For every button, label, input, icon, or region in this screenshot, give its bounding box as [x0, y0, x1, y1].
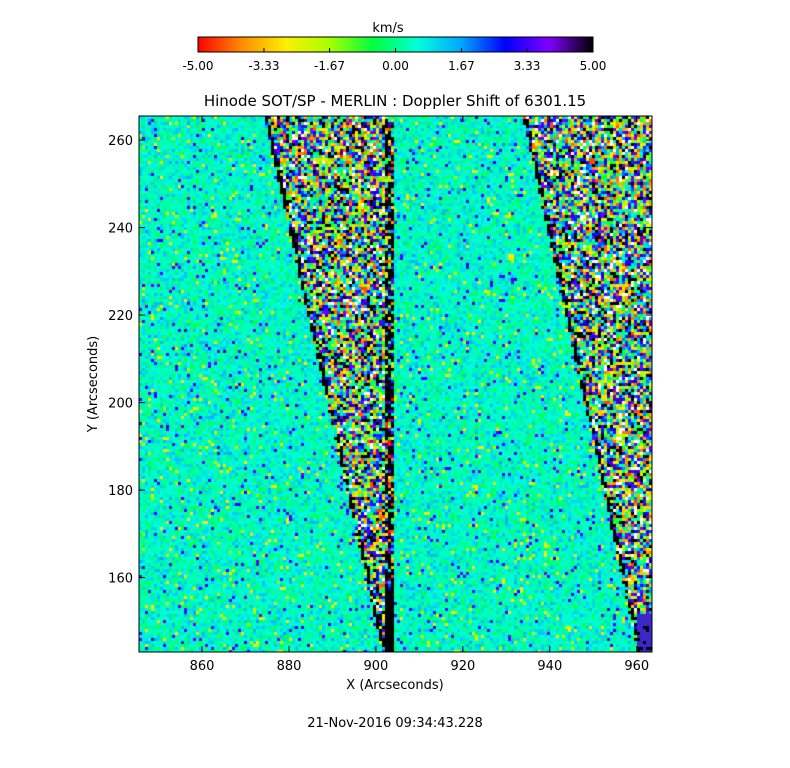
x-tick-label: 880	[277, 659, 302, 674]
x-tick-label: 960	[624, 659, 649, 674]
x-tick-label: 920	[450, 659, 475, 674]
plot-frame	[138, 115, 653, 653]
y-axis-label: Y (Arcseconds)	[86, 336, 101, 433]
colorbar-ticks: -5.00 -3.33 -1.67 0.00 1.67 3.33 5.00	[182, 48, 606, 73]
colorbar-tick-label: 1.67	[448, 59, 475, 73]
x-axis-ticks: 860 880 900 920 940 960	[190, 116, 649, 674]
colorbar-tick-label: -3.33	[248, 59, 279, 73]
y-axis-ticks: 160 180 200 220 240 260	[108, 134, 652, 587]
heatmap-image	[139, 116, 652, 652]
colorbar-unit: km/s	[372, 21, 404, 36]
chart-title: Hinode SOT/SP - MERLIN : Doppler Shift o…	[204, 92, 586, 110]
colorbar-tick-label: -1.67	[314, 59, 345, 73]
y-tick-label: 180	[108, 484, 133, 499]
colorbar-tick-label: -5.00	[182, 59, 213, 73]
y-tick-label: 240	[108, 222, 133, 237]
colorbar-tick-label: 0.00	[382, 59, 409, 73]
x-tick-label: 940	[537, 659, 562, 674]
x-tick-label: 860	[190, 659, 215, 674]
y-tick-label: 160	[108, 572, 133, 587]
x-tick-label: 900	[364, 659, 389, 674]
colorbar-tick-label: 3.33	[514, 59, 541, 73]
heatmap-raster	[139, 116, 652, 652]
x-axis-label: X (Arcseconds)	[346, 678, 443, 693]
timestamp: 21-Nov-2016 09:34:43.228	[307, 716, 483, 731]
colorbar-tick-label: 5.00	[580, 59, 607, 73]
y-tick-label: 260	[108, 134, 133, 149]
y-tick-label: 200	[108, 397, 133, 412]
y-tick-label: 220	[108, 309, 133, 324]
